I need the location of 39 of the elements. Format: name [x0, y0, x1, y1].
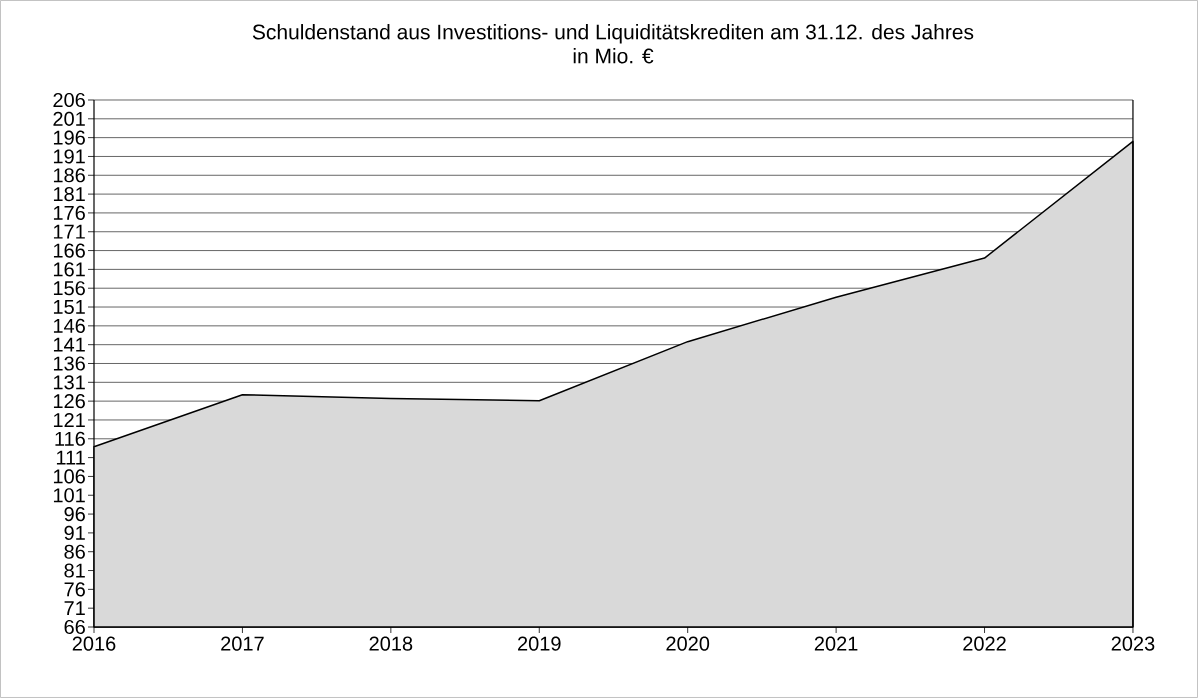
y-tick-label: 71	[64, 601, 85, 616]
chart-subtitle: in Mio. €	[573, 48, 654, 64]
y-tick-label: 191	[53, 149, 85, 164]
y-tick-label: 66	[64, 619, 85, 635]
x-tick-label: 2021	[814, 636, 858, 651]
y-tick-label: 196	[53, 130, 85, 145]
y-tick-label: 136	[53, 356, 85, 371]
x-tick-label: 2022	[963, 636, 1006, 651]
y-tick-label: 111	[56, 450, 85, 465]
y-tick-label: 91	[64, 525, 85, 540]
y-tick-label: 76	[64, 582, 85, 597]
y-tick-label: 116	[55, 431, 85, 446]
x-tick-label: 2018	[369, 636, 413, 651]
x-tick-label: 2023	[1111, 636, 1155, 651]
x-tick-label: 2016	[72, 636, 116, 651]
y-tick-label: 151	[53, 300, 85, 314]
y-tick-label: 181	[53, 187, 85, 202]
y-tick-label: 121	[53, 412, 85, 427]
y-tick-label: 166	[53, 243, 85, 258]
y-tick-label: 141	[53, 337, 85, 352]
x-tick-label: 2020	[666, 636, 710, 651]
x-tick-label: 2019	[518, 636, 561, 651]
y-tick-label: 146	[53, 318, 85, 333]
y-tick-label: 96	[64, 507, 85, 522]
y-tick-label: 201	[53, 111, 85, 126]
y-tick-label: 156	[53, 281, 85, 296]
y-tick-label: 206	[53, 92, 85, 108]
y-tick-label: 101	[53, 488, 85, 503]
y-tick-label: 176	[53, 205, 85, 220]
y-tick-label: 131	[53, 375, 85, 390]
y-tick-label: 81	[64, 563, 85, 578]
y-tick-label: 161	[53, 262, 85, 277]
chart-title: Schuldenstand aus Investitions- und Liquiditätskrediten am 31.12. des Jahres	[252, 24, 974, 44]
x-tick-label: 2017	[221, 636, 264, 651]
y-tick-label: 106	[53, 469, 85, 484]
y-tick-label: 126	[53, 394, 85, 409]
y-tick-label: 171	[53, 224, 85, 239]
y-tick-label: 86	[64, 544, 85, 559]
y-tick-label: 186	[53, 168, 85, 183]
